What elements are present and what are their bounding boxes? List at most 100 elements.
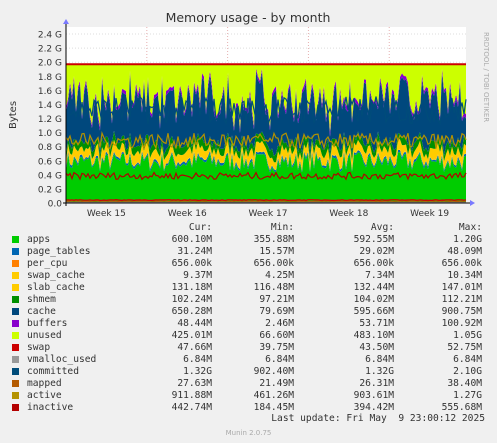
legend-min-value: 21.49M	[259, 378, 294, 389]
legend-avg-value: 7.34M	[365, 270, 394, 281]
legend-row: slab_cache 131.18M 116.48M 132.44M 147.01M	[12, 282, 482, 294]
legend-row: apps 600.10M 355.88M 592.55M 1.20G	[12, 234, 482, 246]
legend-row: active 911.88M 461.26M 903.61M 1.27G	[12, 390, 482, 402]
legend-min-value: 6.84M	[265, 354, 294, 365]
legend-max-value: 1.20G	[453, 234, 482, 245]
y-tick-label: 0.0	[48, 200, 63, 210]
y-tick-labels: 0.0 0.2 G 0.4 G 0.6 G 0.8 G 1.0 G 1.2 G 1.4 G 1.…	[38, 31, 62, 210]
y-tick-label: 1.4 G	[38, 101, 62, 111]
legend-swatch	[12, 380, 19, 387]
legend-swatch	[12, 248, 19, 255]
legend-cur-value: 9.37M	[183, 270, 212, 281]
legend-swatch	[12, 392, 19, 399]
legend-row: per_cpu 656.00k 656.00k 656.00k 656.00k	[12, 258, 482, 270]
legend-swatch	[12, 272, 19, 279]
legend-name: per_cpu	[27, 258, 68, 269]
x-tick-label: Week 17	[249, 209, 288, 219]
legend-avg-value: 43.50M	[359, 342, 394, 353]
y-axis-label: Bytes	[8, 101, 19, 129]
legend-name: apps	[27, 234, 51, 245]
area-slab-cache	[66, 138, 466, 171]
column-avg: Avg:	[370, 222, 394, 233]
line-committed	[65, 94, 467, 126]
area-apps	[66, 152, 466, 203]
x-tick-label: Week 16	[168, 209, 207, 219]
legend-avg-value: 1.32G	[365, 366, 394, 377]
legend-min-value: 902.40M	[253, 366, 294, 377]
column-cur: Cur:	[188, 222, 212, 233]
legend-avg-value: 53.71M	[359, 318, 394, 329]
legend-min-value: 39.75M	[259, 342, 294, 353]
legend-swatch	[12, 332, 19, 339]
legend-min-value: 116.48M	[253, 282, 294, 293]
legend-swatch	[12, 236, 19, 243]
legend-row: shmem 102.24M 97.21M 104.02M 112.21M	[12, 294, 482, 306]
area-unused	[66, 64, 466, 132]
legend-swatch	[12, 344, 19, 351]
legend-name: mapped	[27, 378, 62, 389]
legend-min-value: 4.25M	[265, 270, 294, 281]
y-tick-label: 1.2 G	[38, 115, 62, 125]
line-inactive	[65, 171, 467, 181]
x-tick-label: Week 15	[87, 209, 126, 219]
y-tick-label: 0.4 G	[38, 171, 62, 181]
legend-row: vmalloc_used 6.84M 6.84M 6.84M 6.84M	[12, 354, 482, 366]
rrdtool-credit: RRDTOOL / TOBI OETIKER	[482, 32, 490, 122]
legend-swatch	[12, 284, 19, 291]
legend-row: inactive 442.74M 184.45M 394.42M 555.68M	[12, 402, 482, 414]
column-max: Max:	[458, 222, 482, 233]
legend-name: swap_cache	[27, 270, 85, 281]
legend-cur-value: 102.24M	[171, 294, 212, 305]
legend-avg-value: 6.84M	[365, 354, 394, 365]
x-tick-labels: Week 15 Week 16 Week 17 Week 18 Week 19	[87, 209, 449, 219]
legend-cur-value: 6.84M	[183, 354, 212, 365]
legend-swatch	[12, 368, 19, 375]
legend-name: buffers	[27, 318, 68, 329]
legend-cur-value: 650.28M	[171, 306, 212, 317]
x-tick-label: Week 19	[410, 209, 449, 219]
legend-min-value: 184.45M	[253, 402, 294, 413]
legend-swatch	[12, 260, 19, 267]
legend-min-value: 15.57M	[259, 246, 294, 257]
legend-min-value: 2.46M	[265, 318, 294, 329]
y-tick-label: 2.0 G	[38, 59, 62, 69]
legend-max-value: 1.05G	[453, 330, 482, 341]
legend-avg-value: 104.02M	[353, 294, 394, 305]
legend-cur-value: 442.74M	[171, 402, 212, 413]
y-tick-label: 0.6 G	[38, 157, 62, 167]
legend-row: mapped 27.63M 21.49M 26.31M 38.40M	[12, 378, 482, 390]
legend-row: committed 1.32G 902.40M 1.32G 2.10G	[12, 366, 482, 378]
legend-row: unused 425.01M 66.60M 483.10M 1.05G	[12, 330, 482, 342]
legend-max-value: 900.75M	[441, 306, 482, 317]
legend-name: slab_cache	[27, 282, 85, 293]
legend-name: shmem	[27, 294, 56, 305]
legend-max-value: 48.09M	[447, 246, 482, 257]
legend-max-value: 1.27G	[453, 390, 482, 401]
legend-max-value: 2.10G	[453, 366, 482, 377]
x-tick-label: Week 18	[329, 209, 368, 219]
legend-cur-value: 47.66M	[177, 342, 212, 353]
legend-max-value: 6.84M	[453, 354, 482, 365]
area-cache	[66, 71, 466, 157]
legend-row: swap 47.66M 39.75M 43.50M 52.75M	[12, 342, 482, 354]
column-min: Min:	[270, 222, 294, 233]
legend-min-value: 461.26M	[253, 390, 294, 401]
legend-swatch	[12, 320, 19, 327]
y-tick-label: 1.6 G	[38, 87, 62, 97]
legend-cur-value: 48.44M	[177, 318, 212, 329]
legend-name: unused	[27, 330, 62, 341]
y-tick-label: 1.0 G	[38, 129, 62, 139]
stacked-areas	[66, 64, 466, 203]
legend-min-value: 97.21M	[259, 294, 294, 305]
legend-cur-value: 27.63M	[177, 378, 212, 389]
legend-avg-value: 595.66M	[353, 306, 394, 317]
y-axis-arrow	[63, 19, 69, 24]
legend-row: swap_cache 9.37M 4.25M 7.34M 10.34M	[12, 270, 482, 282]
y-tick-label: 0.8 G	[38, 143, 62, 153]
legend-max-value: 555.68M	[441, 402, 482, 413]
legend-swatch	[12, 296, 19, 303]
legend-avg-value: 29.02M	[359, 246, 394, 257]
area-page-tables	[66, 149, 466, 173]
legend-row: page_tables 31.24M 15.57M 29.02M 48.09M	[12, 246, 482, 258]
y-tick-label: 2.4 G	[38, 31, 62, 41]
